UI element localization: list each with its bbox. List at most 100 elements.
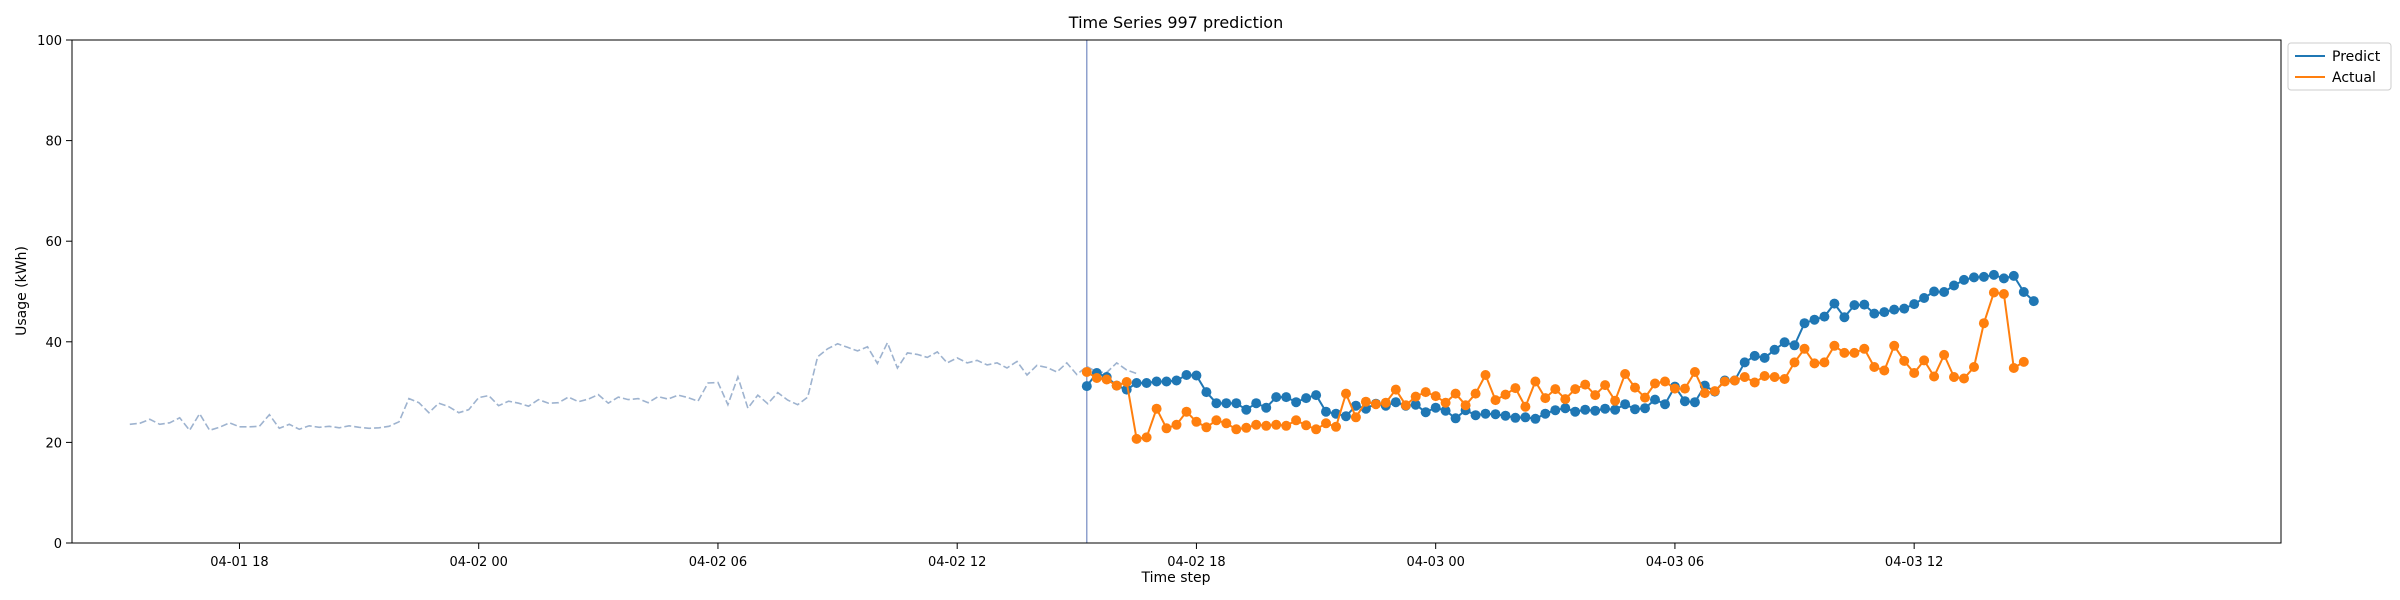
- data-point-predict: [1450, 413, 1461, 424]
- data-point-actual: [1620, 369, 1631, 379]
- x-axis-label: Time step: [1141, 570, 1211, 586]
- data-point-predict: [1301, 393, 1312, 404]
- data-point-actual: [1520, 401, 1531, 412]
- data-point-actual: [1759, 371, 1770, 381]
- data-point-predict: [1291, 397, 1302, 408]
- data-point-predict: [1809, 314, 1820, 325]
- data-point-predict: [1998, 273, 2009, 284]
- data-point-actual: [1261, 420, 1272, 431]
- data-point-predict: [1600, 403, 1611, 414]
- data-point-actual: [1231, 424, 1242, 435]
- data-point-predict: [1171, 375, 1182, 386]
- data-point-actual: [1171, 419, 1182, 430]
- data-point-actual: [1321, 418, 1331, 429]
- data-point-predict: [1879, 307, 1890, 318]
- data-point-predict: [1660, 399, 1670, 410]
- data-point-actual: [1669, 383, 1680, 394]
- data-point-actual: [1998, 289, 2009, 299]
- data-point-predict: [1988, 269, 1999, 280]
- data-point-actual: [1430, 391, 1441, 402]
- data-point-actual: [1540, 393, 1551, 404]
- data-point-predict: [1520, 412, 1531, 423]
- data-point-predict: [1510, 412, 1521, 423]
- data-point-actual: [1789, 357, 1800, 368]
- data-point-actual: [1580, 379, 1591, 390]
- y-tick-label: 80: [45, 135, 62, 150]
- data-point-actual: [1630, 382, 1640, 393]
- data-point-predict: [1899, 303, 1910, 314]
- data-point-predict: [1620, 399, 1631, 410]
- data-point-actual: [1311, 424, 1322, 435]
- data-point-predict: [1271, 392, 1282, 403]
- data-point-predict: [1759, 352, 1770, 363]
- series-layer: [129, 40, 2039, 543]
- data-point-actual: [1769, 372, 1780, 382]
- data-point-predict: [1281, 392, 1292, 403]
- data-point-actual: [1091, 373, 1102, 383]
- data-point-actual: [1470, 388, 1481, 399]
- data-point-actual: [1660, 376, 1670, 387]
- data-point-predict: [1610, 404, 1621, 415]
- data-point-actual: [1530, 376, 1541, 387]
- data-point-predict: [1560, 403, 1571, 414]
- data-point-actual: [1500, 389, 1511, 400]
- data-point-actual: [1450, 388, 1461, 399]
- data-point-predict: [1570, 406, 1581, 417]
- data-point-predict: [2008, 270, 2019, 281]
- data-point-actual: [1480, 370, 1491, 380]
- data-point-actual: [1590, 390, 1601, 401]
- data-point-actual: [1101, 374, 1112, 385]
- data-point-predict: [1390, 397, 1401, 408]
- data-point-predict: [1420, 407, 1431, 418]
- data-point-actual: [1729, 375, 1740, 386]
- data-point-predict: [1231, 398, 1242, 409]
- data-point-actual: [1490, 395, 1501, 406]
- data-point-predict: [1081, 381, 1092, 392]
- data-point-predict: [1181, 370, 1192, 380]
- data-point-actual: [1201, 422, 1212, 433]
- data-point-predict: [1640, 403, 1650, 414]
- data-point-actual: [1291, 415, 1302, 426]
- data-point-actual: [1350, 412, 1361, 423]
- data-point-actual: [1650, 378, 1660, 389]
- data-point-predict: [1829, 298, 1840, 309]
- data-point-actual: [1679, 383, 1690, 394]
- data-point-actual: [1141, 432, 1152, 443]
- data-point-predict: [1689, 397, 1700, 408]
- data-point-actual: [1570, 384, 1581, 395]
- data-point-actual: [1241, 422, 1252, 433]
- data-point-predict: [1909, 299, 1920, 310]
- y-tick-label: 40: [45, 336, 62, 351]
- x-tick-label: 04-02 00: [449, 555, 507, 570]
- data-point-actual: [1410, 391, 1421, 402]
- data-point-actual: [1859, 343, 1870, 354]
- data-point-predict: [1440, 405, 1451, 416]
- data-point-actual: [1689, 367, 1700, 377]
- data-point-actual: [1560, 394, 1571, 405]
- data-point-predict: [1819, 311, 1830, 322]
- data-point-predict: [1540, 408, 1551, 419]
- data-point-actual: [1919, 355, 1930, 366]
- data-point-actual: [1610, 395, 1621, 406]
- data-point-predict: [1191, 370, 1202, 381]
- data-point-actual: [1271, 419, 1282, 430]
- data-point-actual: [1131, 433, 1142, 444]
- data-point-actual: [1709, 386, 1720, 397]
- data-point-actual: [1181, 406, 1192, 417]
- data-point-actual: [1281, 420, 1292, 431]
- data-point-actual: [1370, 399, 1381, 410]
- data-point-actual: [1779, 374, 1790, 384]
- data-point-predict: [1261, 402, 1272, 413]
- data-point-predict: [1679, 396, 1690, 407]
- data-point-actual: [1211, 415, 1222, 426]
- data-point-predict: [2018, 287, 2029, 297]
- chart-title: Time Series 997 prediction: [1068, 13, 1283, 32]
- legend-label-actual: Actual: [2332, 70, 2376, 86]
- data-point-predict: [1839, 312, 1850, 323]
- data-point-actual: [1988, 287, 1999, 298]
- data-point-predict: [1929, 286, 1940, 297]
- data-point-actual: [1380, 397, 1391, 408]
- data-point-predict: [1470, 410, 1481, 421]
